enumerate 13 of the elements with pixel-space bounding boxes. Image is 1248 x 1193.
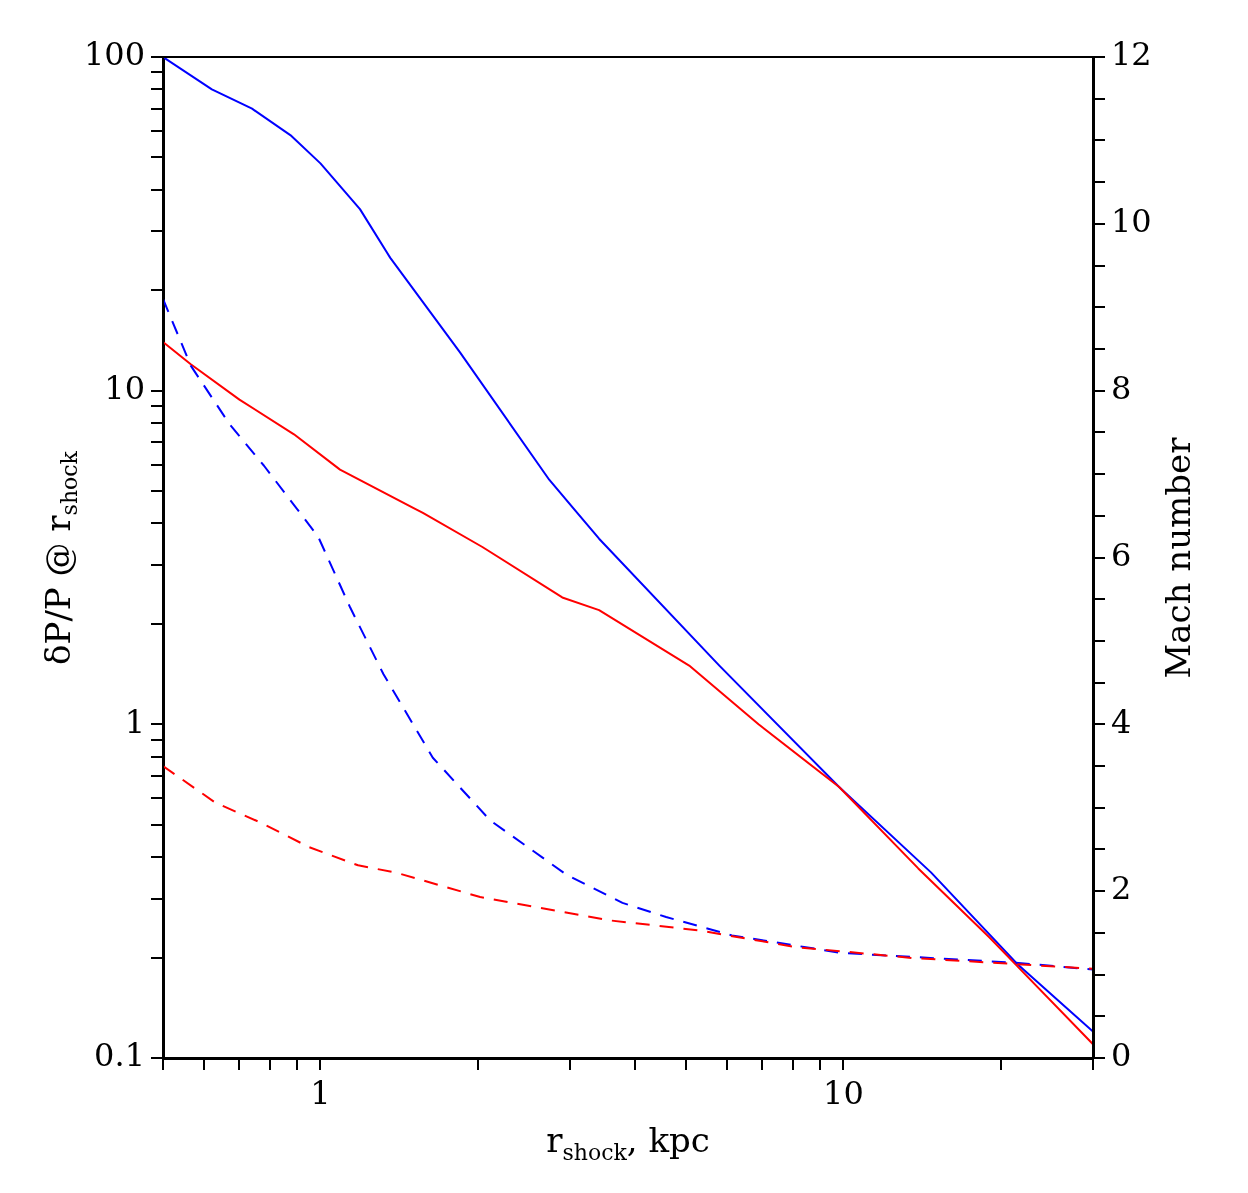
y-tick-label: 10 bbox=[104, 368, 145, 407]
y2-tick-label: 12 bbox=[1111, 35, 1152, 74]
y-tick-label: 100 bbox=[83, 35, 145, 74]
y2-tick-label: 2 bbox=[1111, 869, 1132, 908]
y-tick-label: 0.1 bbox=[94, 1036, 145, 1075]
y2-axis-title: Mach number bbox=[1158, 436, 1198, 679]
y2-tick-label: 8 bbox=[1111, 368, 1132, 407]
x-axis-title: r$_{shock}$, kpc bbox=[546, 1120, 710, 1165]
y2-tick-label: 4 bbox=[1111, 702, 1132, 741]
y2-tick-label: 0 bbox=[1111, 1036, 1132, 1075]
y2-tick-label: 6 bbox=[1111, 535, 1132, 574]
y-tick-label: 1 bbox=[124, 702, 145, 741]
y2-tick-label: 10 bbox=[1111, 202, 1152, 241]
